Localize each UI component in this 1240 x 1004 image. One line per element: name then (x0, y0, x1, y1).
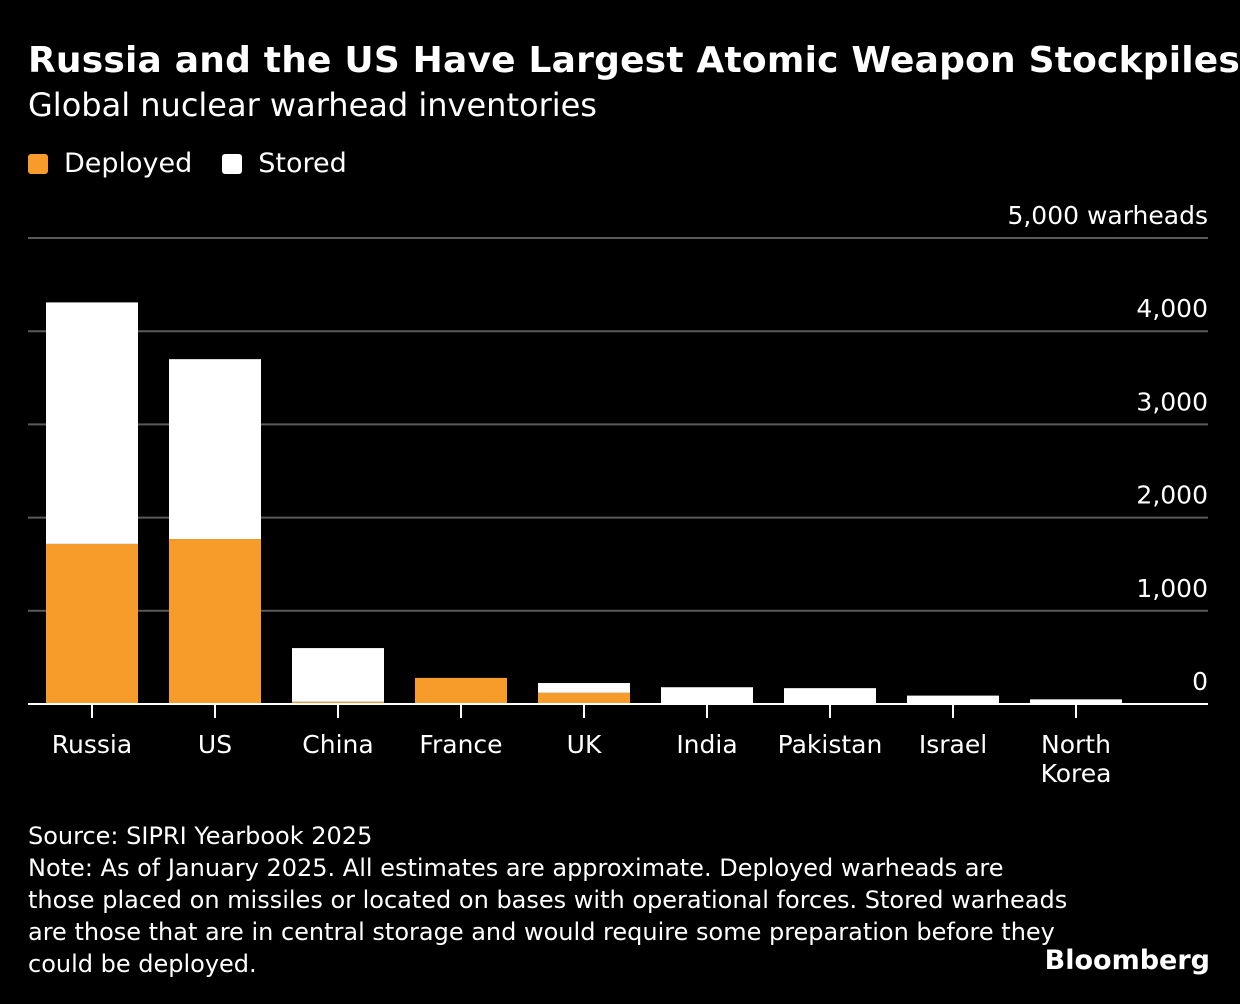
x-tick-label: Korea (1041, 759, 1112, 788)
bar-stored (538, 683, 630, 693)
y-tick-label: 0 (1192, 667, 1208, 696)
note-text: Note: As of January 2025. All estimates … (28, 854, 1068, 978)
chart-subtitle: Global nuclear warhead inventories (28, 86, 597, 124)
legend: Deployed Stored (28, 148, 377, 179)
legend-item-stored: Stored (222, 148, 347, 179)
bar-stored (292, 648, 384, 702)
x-tick-label: Russia (52, 730, 132, 759)
bar-stored (46, 302, 138, 544)
legend-swatch-deployed (28, 153, 48, 174)
x-tick-label: Pakistan (778, 730, 883, 759)
bar-stored (169, 359, 261, 540)
bar-chart: 0 1,000 2,000 3,000 4,000 5,000 warheads Russi… (28, 201, 1208, 788)
legend-swatch-stored (222, 153, 243, 174)
x-tick-label: China (302, 730, 373, 759)
source-text: Source: SIPRI Yearbook 2025 (28, 822, 373, 850)
legend-label-deployed: Deployed (64, 148, 193, 179)
y-tick-label: 3,000 (1136, 387, 1208, 416)
legend-label-stored: Stored (258, 148, 347, 179)
bar-stored (661, 687, 753, 704)
y-tick-label: 4,000 (1136, 294, 1208, 323)
bar-deployed (169, 539, 261, 704)
x-tick-label: UK (567, 730, 602, 759)
bar-stored (907, 695, 999, 704)
footer: Source: SIPRI Yearbook 2025 Note: As of … (28, 820, 1068, 980)
x-tick-label: North (1041, 730, 1111, 759)
x-tick-label: US (198, 730, 232, 759)
x-tick-label: France (419, 730, 502, 759)
bar-deployed (538, 692, 630, 704)
bar-stored (1030, 699, 1122, 704)
y-tick-label: 1,000 (1136, 574, 1208, 603)
bar-stored (784, 688, 876, 704)
bar-deployed (46, 543, 138, 704)
bar-deployed (292, 701, 384, 704)
y-tick-label: 5,000 warheads (1007, 201, 1208, 230)
legend-item-deployed: Deployed (28, 148, 192, 179)
x-tick-label: India (676, 730, 737, 759)
chart-title: Russia and the US Have Largest Atomic We… (28, 40, 1240, 81)
y-tick-label: 2,000 (1136, 481, 1208, 510)
x-tick-label: Israel (919, 730, 987, 759)
bloomberg-logo: Bloomberg (1044, 945, 1210, 976)
bar-deployed (415, 677, 507, 704)
